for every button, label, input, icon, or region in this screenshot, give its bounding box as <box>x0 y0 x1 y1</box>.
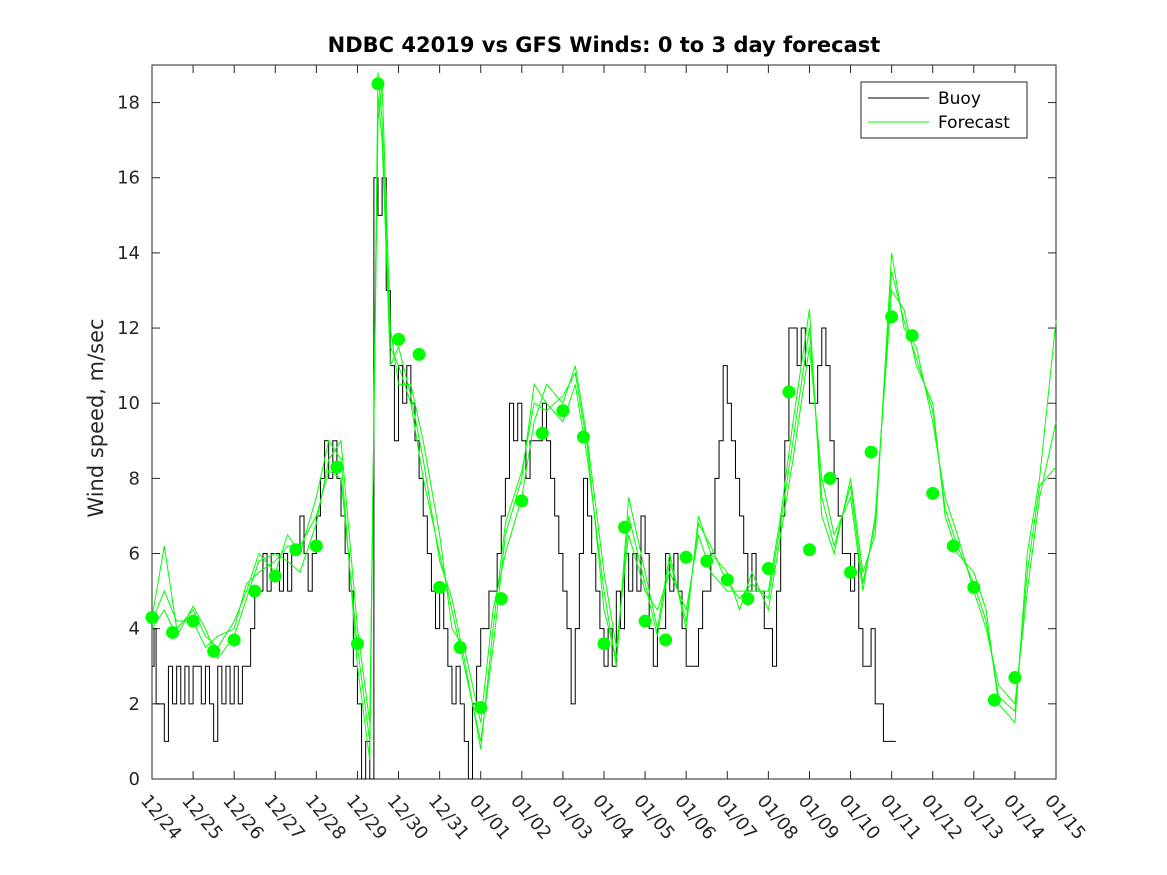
forecast-dot <box>166 625 180 639</box>
forecast-dot <box>494 592 508 606</box>
forecast-dot <box>309 539 323 553</box>
forecast-dot <box>679 550 693 564</box>
y-tick-label: 6 <box>129 544 140 565</box>
forecast-dots <box>145 77 1022 715</box>
forecast-dot <box>823 471 837 485</box>
forecast-dot <box>864 445 878 459</box>
forecast-dot <box>618 520 632 534</box>
y-tick-label: 16 <box>117 168 140 189</box>
legend-box <box>860 81 1028 139</box>
forecast-dot <box>248 584 262 598</box>
forecast-dot <box>741 592 755 606</box>
forecast-dot <box>227 633 241 647</box>
forecast-dot <box>844 565 858 579</box>
forecast-dot <box>330 460 344 474</box>
forecast-dot <box>289 543 303 557</box>
legend-buoy-label: Buoy <box>938 89 981 109</box>
forecast-dot <box>392 332 406 346</box>
y-tick-label: 10 <box>117 393 140 414</box>
forecast-dot <box>412 347 426 361</box>
forecast-dot <box>987 693 1001 707</box>
y-tick-label: 18 <box>117 93 140 114</box>
y-tick-label: 14 <box>117 243 140 264</box>
forecast-dot <box>659 633 673 647</box>
legend: Buoy Forecast <box>860 81 1028 139</box>
forecast-dot <box>268 569 282 583</box>
forecast-dot <box>638 614 652 628</box>
forecast-dot <box>1008 671 1022 685</box>
forecast-dot <box>967 580 981 594</box>
forecast-dot <box>350 637 364 651</box>
forecast-dot <box>207 644 221 658</box>
forecast-dot <box>535 426 549 440</box>
forecast-dot <box>700 554 714 568</box>
legend-forecast-label: Forecast <box>938 113 1010 133</box>
plot-area <box>151 64 1057 780</box>
y-tick-label: 12 <box>117 318 140 339</box>
forecast-dot <box>946 539 960 553</box>
forecast-dot <box>802 543 816 557</box>
forecast-dot <box>926 486 940 500</box>
y-tick-label: 8 <box>129 468 140 489</box>
forecast-dot <box>453 640 467 654</box>
forecast-dot <box>433 580 447 594</box>
forecast-dot <box>556 404 570 418</box>
forecast-dot <box>371 77 385 91</box>
forecast-dot <box>597 637 611 651</box>
forecast-dot <box>515 494 529 508</box>
forecast-dot <box>720 573 734 587</box>
chart-title: NDBC 42019 vs GFS Winds: 0 to 3 day fore… <box>328 33 881 57</box>
axis-ticks <box>151 65 1057 780</box>
forecast-dot <box>885 310 899 324</box>
forecast-dot <box>186 614 200 628</box>
forecast-dot <box>576 430 590 444</box>
y-tick-labels: 0 2 4 6 8 10 12 14 16 18 <box>117 93 140 790</box>
forecast-dot <box>782 385 796 399</box>
y-tick-label: 2 <box>129 694 140 715</box>
y-axis-label: Wind speed, m/sec <box>84 318 108 517</box>
y-tick-label: 0 <box>129 769 140 790</box>
forecast-dot <box>761 562 775 576</box>
forecast-dot <box>145 610 159 624</box>
forecast-dot <box>474 701 488 715</box>
forecast-run-line <box>151 95 1057 750</box>
forecast-dot <box>905 329 919 343</box>
y-tick-label: 4 <box>129 619 140 640</box>
